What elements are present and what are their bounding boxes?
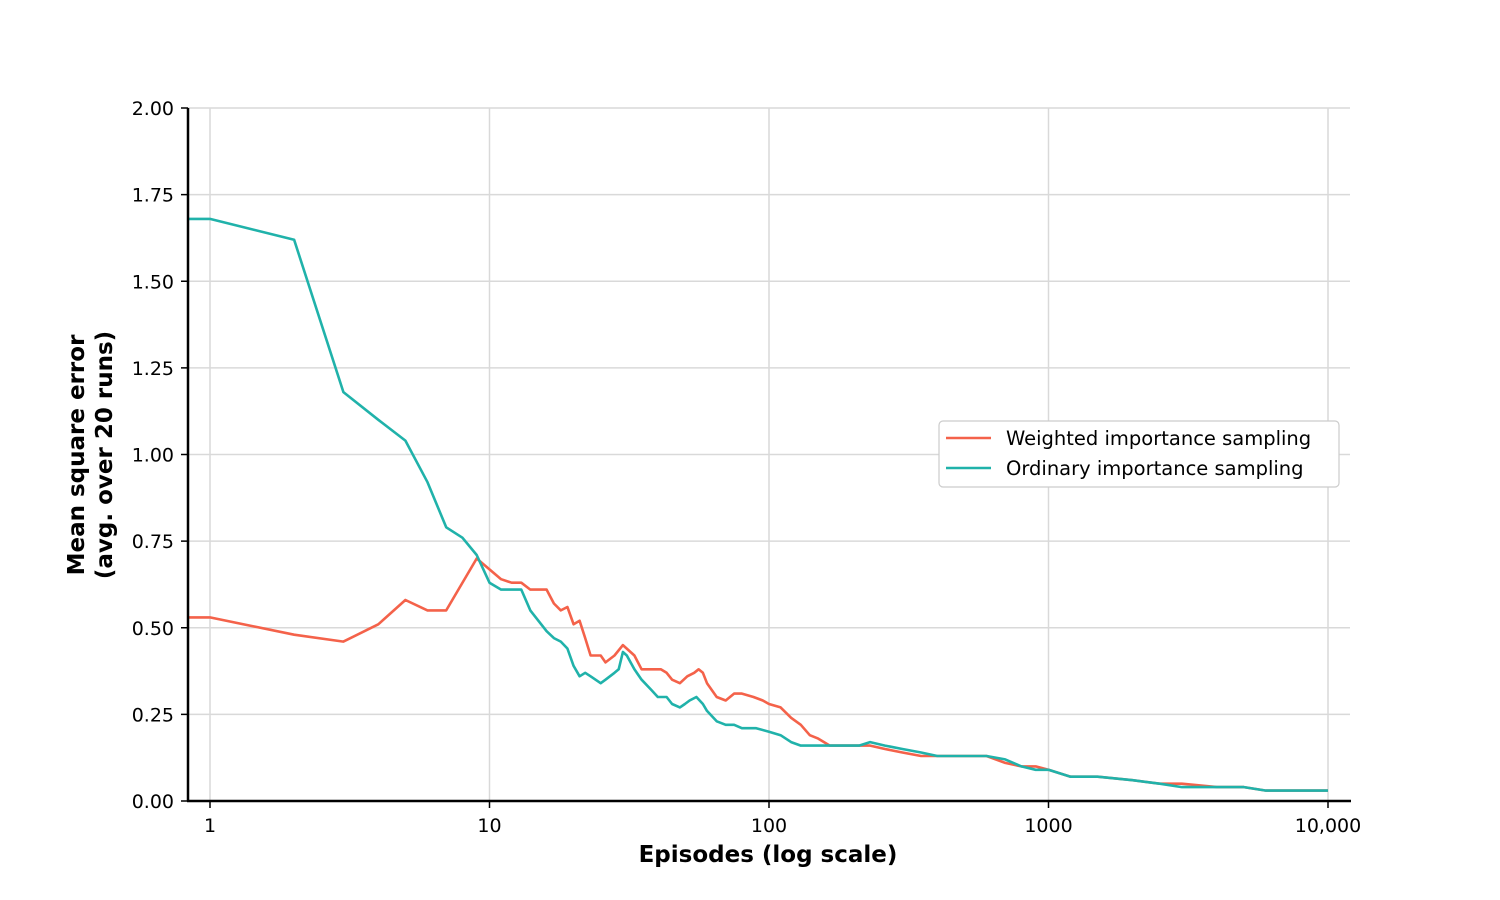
y-tick-label: 2.00 [132,98,174,120]
y-tick-label: 0.50 [132,618,174,640]
x-tick-label: 1000 [1024,815,1072,837]
legend-label-ordinary: Ordinary importance sampling [1006,457,1304,480]
y-axis-title-line-1: Mean square error [64,334,90,575]
legend: Weighted importance sampling Ordinary im… [938,420,1340,488]
y-tick-label: 0.75 [132,531,174,553]
grid-lines [188,107,1350,802]
series-line-ordinary [188,217,1328,792]
y-tick-label: 1.25 [132,358,174,380]
y-tick-label: 1.00 [132,445,174,467]
y-tick-label: 1.50 [132,271,174,293]
x-tick-label: 10 [477,815,501,837]
x-tick-label: 100 [751,815,787,837]
legend-box [938,420,1340,488]
y-tick-label: 0.00 [132,791,174,813]
y-tick-label: 1.75 [132,185,174,207]
y-axis-title-line-2: (avg. over 20 runs) [92,331,118,579]
x-tick-label: 10,000 [1295,815,1361,837]
x-axis-title: Episodes (log scale) [639,842,898,868]
x-tick-label: 1 [204,815,216,837]
legend-label-weighted: Weighted importance sampling [1006,427,1311,450]
y-tick-label: 0.25 [132,704,174,726]
axis-ticks: 0.00 0.25 0.50 0.75 1.00 1.25 1.50 1.75 2.00 1 10 1… [132,98,1362,837]
series-line-weighted [188,557,1328,792]
series-layer [188,217,1328,792]
